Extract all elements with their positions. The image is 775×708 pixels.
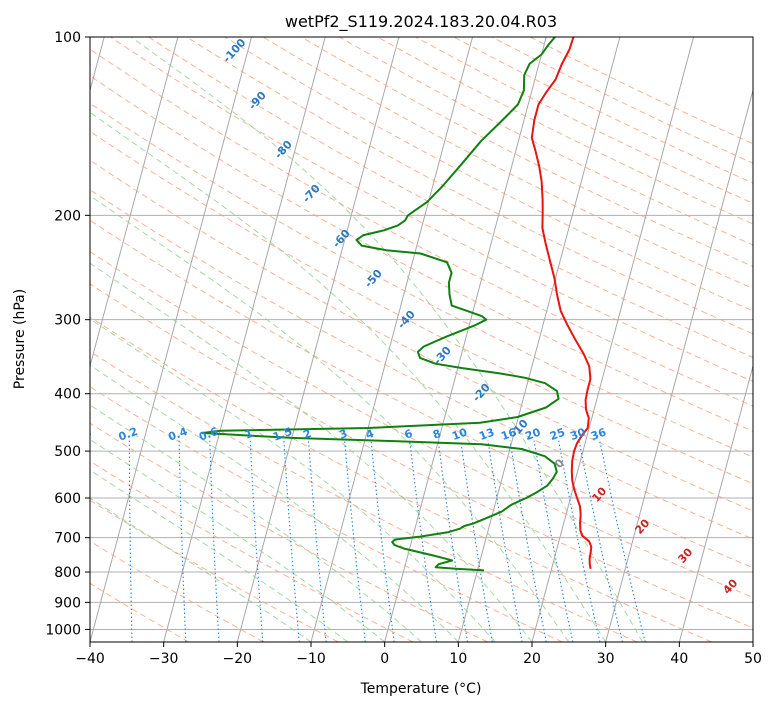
mixing-ratio-line	[283, 440, 300, 642]
mixing-ratio-line	[178, 440, 187, 642]
moist-adiabat-line	[90, 438, 386, 642]
dewpoint-profile-line	[201, 37, 560, 572]
isotherm-line	[310, 37, 474, 642]
mixing-ratio-label: 8	[431, 427, 443, 442]
isotherm-line	[236, 37, 400, 642]
mixing-ratio-label: 6	[403, 427, 415, 442]
mixing-ratio-label: 10	[450, 425, 469, 443]
mixing-ratio-label: 2	[302, 427, 314, 442]
dry-adiabat-line	[90, 460, 414, 642]
y-tick-label: 500	[54, 444, 81, 460]
mixing-ratio-label: 1	[243, 427, 255, 442]
mixing-ratio-label: 36	[589, 425, 608, 443]
y-tick-label: 400	[54, 387, 81, 403]
dry-adiabat-line	[224, 37, 753, 312]
mixing-ratio-label: 20	[523, 425, 542, 443]
moist-adiabat-line	[90, 195, 570, 642]
isotherm-line	[531, 37, 695, 642]
isotherm-line	[457, 37, 621, 642]
y-tick-label: 800	[54, 565, 81, 581]
dry-adiabat-line	[186, 37, 753, 335]
x-tick-label: 30	[597, 651, 615, 667]
mixing-ratio-label: 13	[477, 426, 496, 443]
dry-adiabat-line	[90, 219, 753, 569]
dry-adiabat-line	[262, 37, 753, 290]
dry-adiabat-line	[377, 37, 753, 225]
moist-adiabat-line	[90, 469, 349, 642]
x-tick-label: 20	[523, 651, 541, 667]
mixing-ratio-line	[307, 440, 327, 642]
chart-title: wetPf2_S119.2024.183.20.04.R03	[285, 12, 557, 32]
mixing-ratio-line	[128, 440, 133, 642]
x-tick-label: 0	[380, 651, 389, 667]
mixing-ratio-label: 0.6	[197, 425, 220, 444]
isotherm-line	[678, 364, 753, 642]
dry-adiabat-line	[491, 37, 753, 164]
isotherm-line	[163, 37, 326, 642]
y-tick-label: 300	[54, 313, 81, 329]
mixing-ratio-line	[344, 440, 366, 642]
y-axis-label: Pressure (hPa)	[12, 289, 28, 389]
mixing-ratio-label: 25	[548, 426, 567, 443]
x-tick-label: 10	[449, 651, 467, 667]
moist-adiabat-line	[90, 404, 422, 642]
dry-adiabat-line	[90, 48, 753, 407]
dry-adiabat-line	[110, 37, 753, 382]
plot-frame	[89, 36, 754, 643]
dry-adiabat-line	[90, 350, 638, 642]
mixing-ratio-line	[409, 440, 437, 642]
isotherm-line	[90, 37, 253, 642]
mixing-ratio-label: 0.1	[70, 425, 93, 444]
x-tick-label: −30	[149, 651, 179, 667]
moist-adiabat-line	[90, 497, 312, 642]
dry-adiabat-line	[415, 37, 753, 204]
mixing-ratio-label: 30	[568, 425, 587, 443]
temperature-profile-line	[530, 37, 593, 569]
x-axis-label: Temperature (°C)	[360, 681, 482, 697]
x-tick-label: 40	[670, 651, 688, 667]
dry-adiabat-line	[453, 37, 753, 184]
dry-adiabat-line	[90, 283, 753, 629]
moist-adiabat-line	[90, 364, 459, 642]
dry-adiabat-line	[339, 37, 753, 246]
mixing-ratio-line	[249, 440, 264, 642]
dry-adiabat-line	[90, 75, 753, 432]
dry-adiabat-line	[90, 316, 712, 642]
dry-adiabat-line	[529, 37, 753, 145]
mixing-ratio-label: 4	[364, 427, 376, 442]
mixing-ratio-label: 16	[499, 425, 518, 443]
moist-adiabat-line	[90, 262, 533, 642]
x-tick-label: −10	[296, 651, 326, 667]
mixing-ratio-label: 1.5	[271, 425, 294, 444]
dry-adiabat-line	[148, 37, 753, 359]
moist-adiabat-line	[90, 318, 496, 642]
mixing-ratio-label: 3	[338, 427, 350, 442]
x-tick-label: −20	[223, 651, 253, 667]
y-tick-label: 200	[54, 208, 81, 224]
y-tick-label: 1000	[45, 622, 81, 638]
x-tick-label: −40	[75, 651, 105, 667]
mixing-ratio-label: 0.2	[117, 425, 140, 444]
y-tick-label: 600	[54, 491, 81, 507]
mixing-ratio-line	[209, 440, 220, 642]
isotherm-line	[90, 37, 179, 369]
moist-adiabat-line	[90, 111, 607, 642]
dry-adiabat-line	[90, 102, 753, 458]
mixing-ratio-label: 0.4	[167, 425, 190, 444]
mixing-ratio-line	[370, 440, 395, 642]
isotherm-line	[384, 37, 547, 642]
y-tick-label: 100	[54, 30, 81, 46]
mixing-ratio-line	[599, 440, 646, 642]
y-tick-label: 900	[54, 595, 81, 611]
x-tick-label: 50	[744, 651, 762, 667]
y-tick-label: 700	[54, 531, 81, 547]
